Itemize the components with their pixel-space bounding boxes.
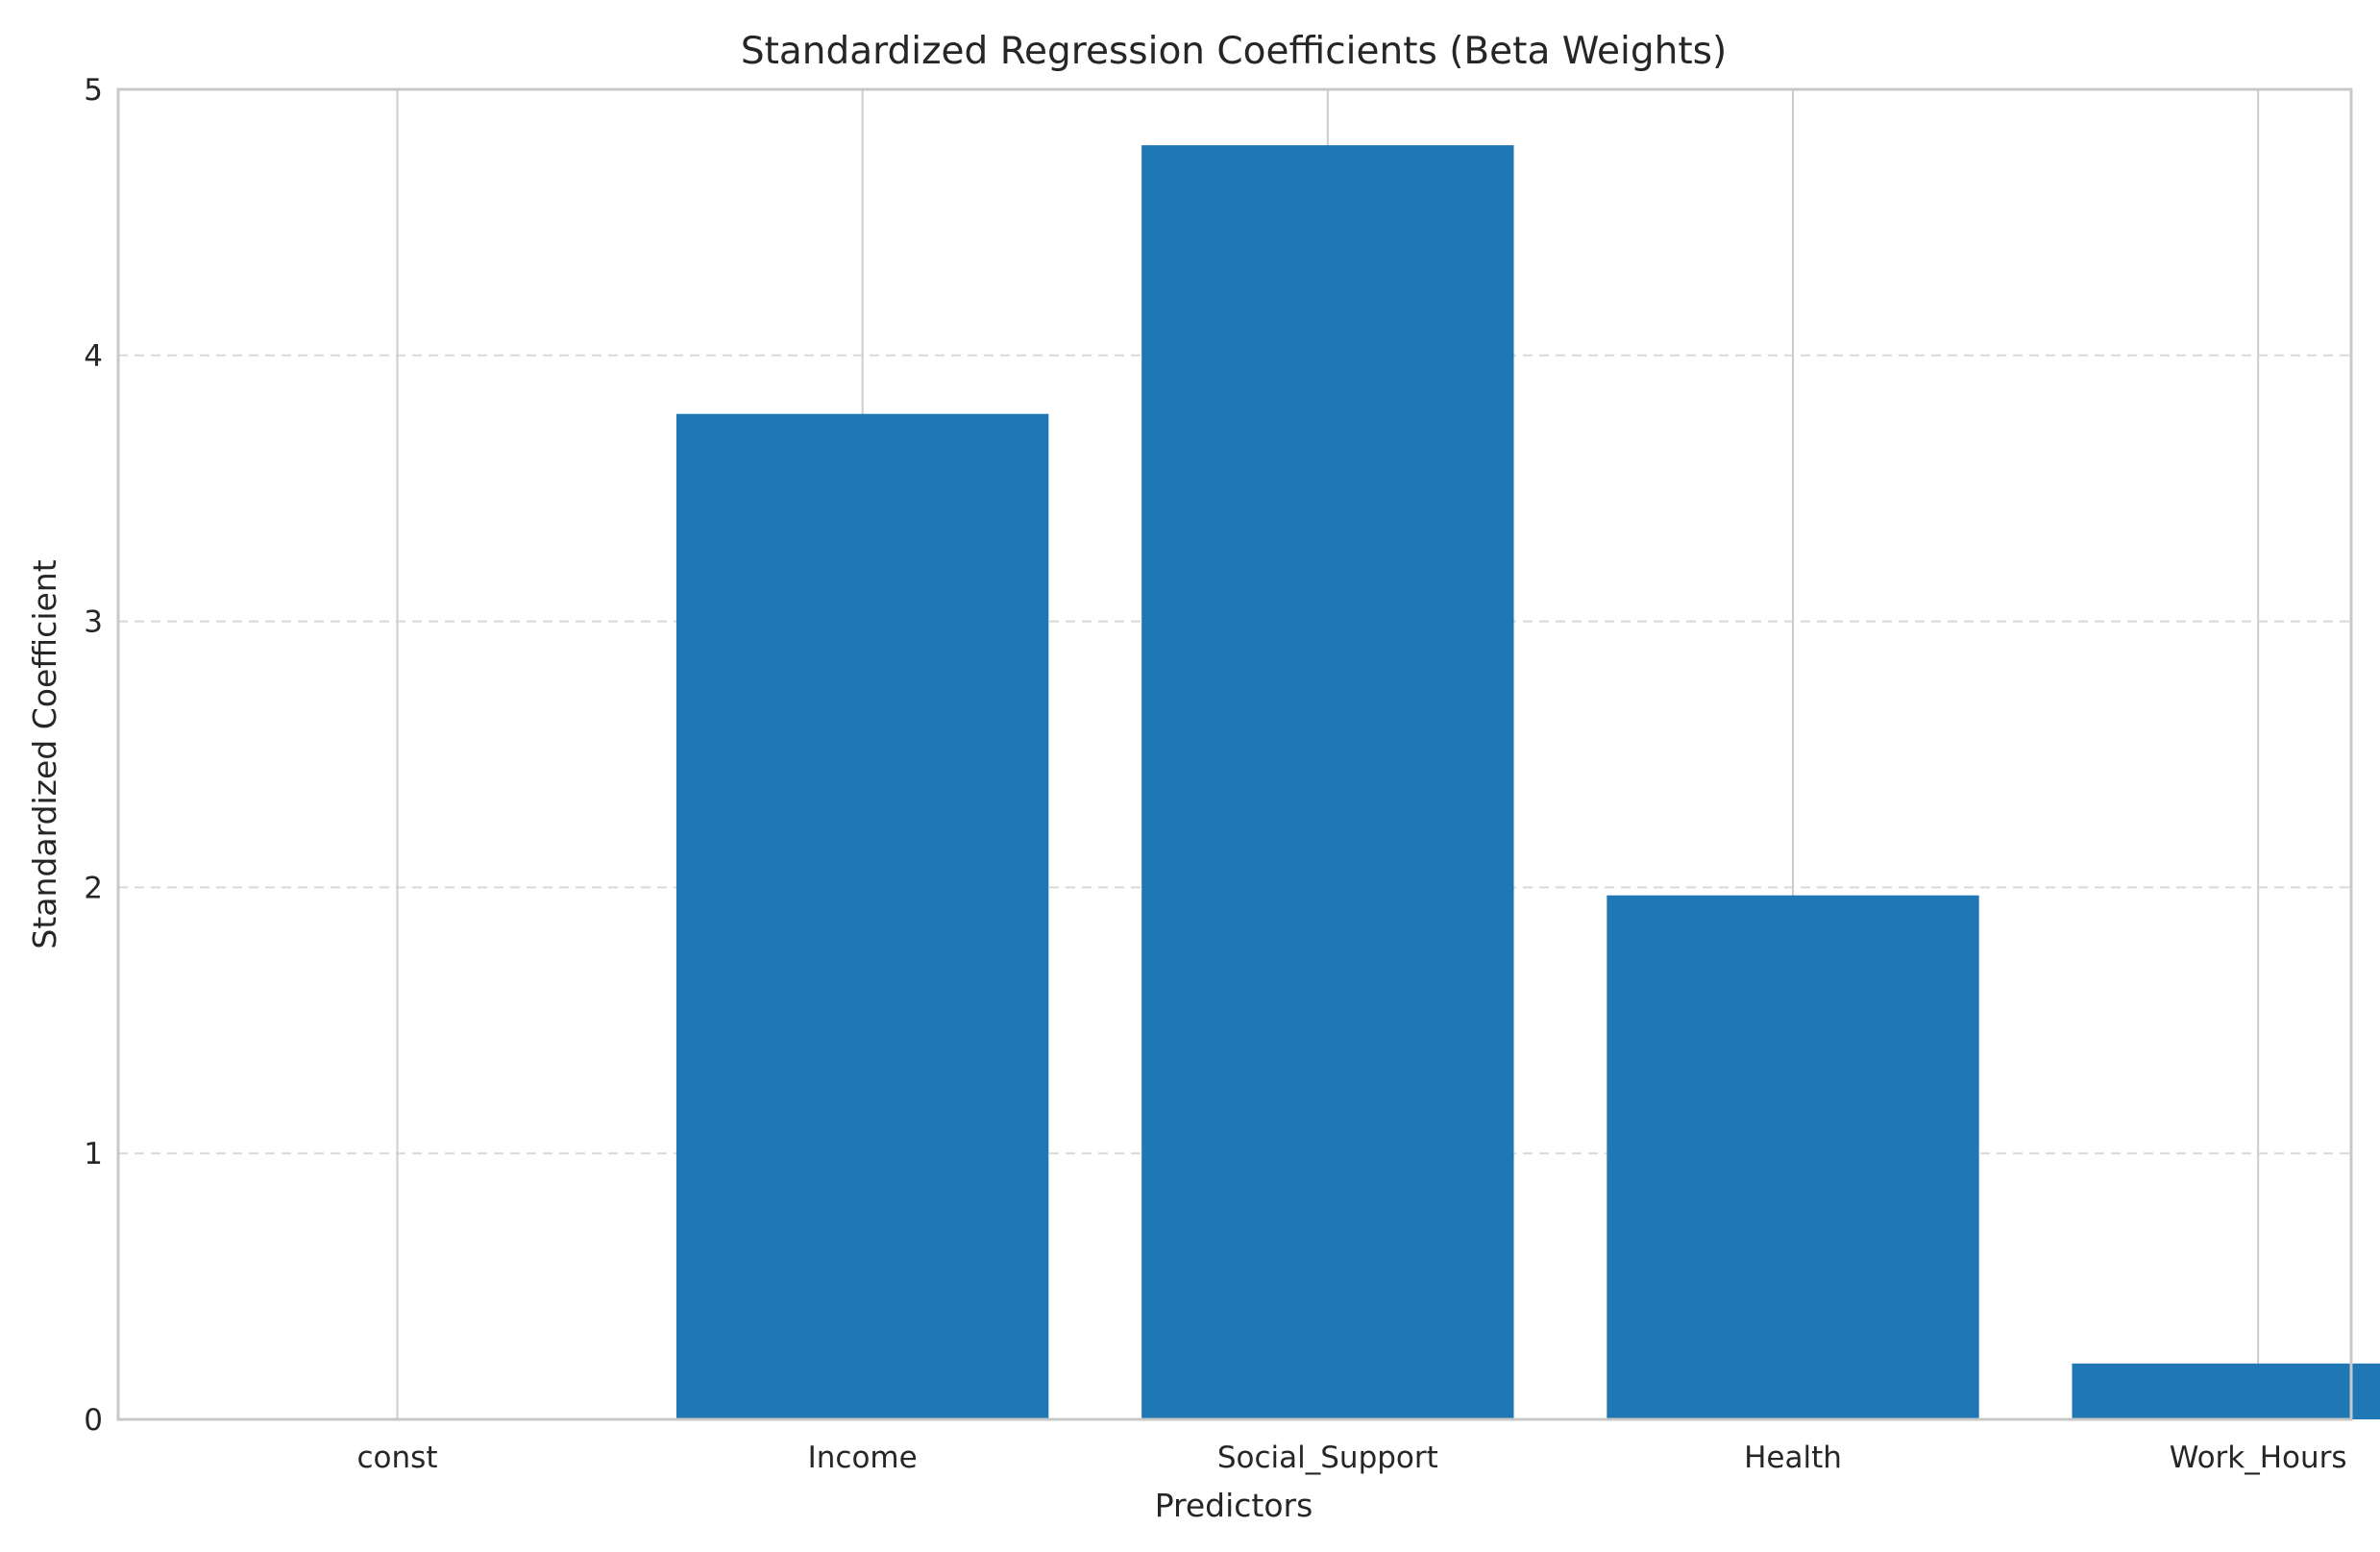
x-axis-label: Predictors bbox=[1155, 1487, 1313, 1524]
plot-frame bbox=[116, 87, 2353, 1421]
x-tick-label-social-support: Social_Support bbox=[1217, 1441, 1438, 1475]
x-tick-label-const: const bbox=[357, 1441, 438, 1475]
bars bbox=[676, 145, 2380, 1419]
bar-work-hours bbox=[2072, 1363, 2380, 1419]
y-tick-label-5: 5 bbox=[84, 73, 103, 108]
x-tick-label-health: Health bbox=[1744, 1441, 1842, 1475]
bar-health bbox=[1607, 895, 1979, 1419]
y-tick-label-0: 0 bbox=[84, 1403, 103, 1438]
y-tick-label-1: 1 bbox=[84, 1137, 103, 1171]
bar-income bbox=[676, 413, 1049, 1419]
y-tick-label-2: 2 bbox=[84, 871, 103, 905]
bar-social-support bbox=[1141, 145, 1514, 1419]
y-tick-labels: 0 1 2 3 4 5 bbox=[84, 73, 103, 1438]
y-tick-label-3: 3 bbox=[84, 605, 103, 640]
y-axis-label: Standardized Coefficient bbox=[26, 559, 63, 948]
x-tick-label-income: Income bbox=[808, 1441, 918, 1475]
x-tick-labels: const Income Social_Support Health Work_Hour… bbox=[357, 1441, 2347, 1475]
x-tick-label-work-hours: Work_Hours bbox=[2170, 1441, 2347, 1475]
y-tick-label-4: 4 bbox=[84, 339, 103, 374]
chart-title: Standardized Regression Coefficients (Be… bbox=[741, 30, 1727, 73]
